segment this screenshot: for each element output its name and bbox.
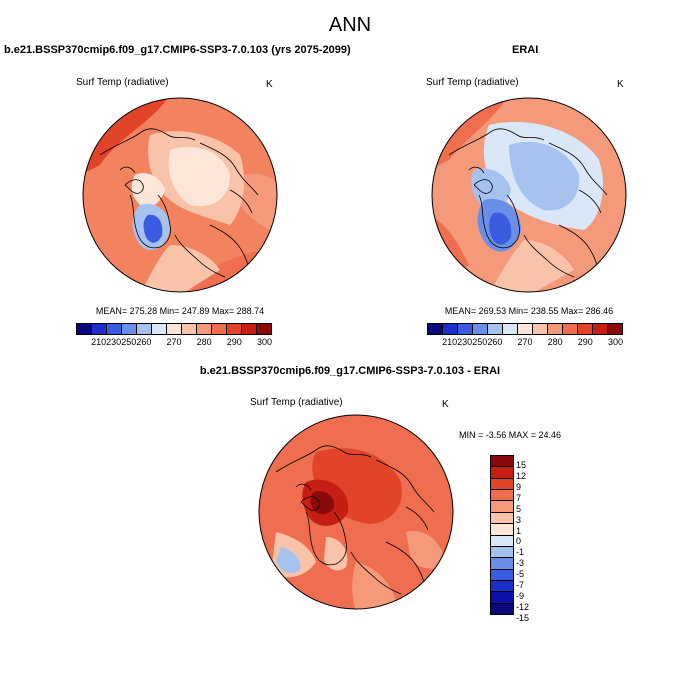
diff-colorbar-tick-label: -12: [516, 601, 530, 612]
model-panel-title: b.e21.BSSP370cmip6.f09_g17.CMIP6-SSP3-7.…: [4, 44, 351, 56]
obs-colorbar-labels: 210 230 250 260 270 280 290 300: [427, 337, 623, 349]
obs-colorbar-swatch: [578, 324, 593, 334]
obs-units-label: K: [617, 79, 624, 90]
model-colorbar-swatch: [227, 324, 242, 334]
model-colorbar-swatch: [107, 324, 122, 334]
figure-title: ANN: [328, 14, 372, 36]
obs-colorbar-swatch: [518, 324, 533, 334]
model-stats: MEAN= 275.28 Min= 247.89 Max= 288.74: [95, 306, 265, 316]
model-colorbar-labels: 210 230 250 260 270 280 290 300: [76, 337, 272, 349]
diff-colorbar-tick-label: 7: [516, 492, 522, 503]
model-variable-label: Surf Temp (radiative): [76, 77, 169, 88]
model-colorbar-swatch: [212, 324, 227, 334]
obs-colorbar-tick-label: 210: [442, 337, 458, 347]
obs-colorbar-tick-label: 300: [607, 337, 623, 347]
model-colorbar: [76, 323, 272, 335]
model-colorbar-tick-label: 260: [136, 337, 152, 347]
diff-colorbar-swatch: [491, 535, 513, 547]
diff-panel-title: b.e21.BSSP370cmip6.f09_g17.CMIP6-SSP3-7.…: [199, 365, 501, 377]
diff-units-label: K: [442, 399, 449, 410]
model-colorbar-swatch: [197, 324, 212, 334]
obs-polar-map: [431, 97, 627, 293]
diff-colorbar-swatch: [491, 524, 513, 536]
diff-colorbar-tick-label: 5: [516, 503, 522, 514]
model-colorbar-tick-label: 280: [196, 337, 212, 347]
model-colorbar-swatch: [167, 324, 182, 334]
obs-colorbar-swatch: [443, 324, 458, 334]
diff-colorbar-swatch: [491, 478, 513, 491]
diff-colorbar-swatch: [491, 512, 513, 525]
model-colorbar-tick-label: 290: [226, 337, 242, 347]
model-colorbar-tick-label: 270: [166, 337, 182, 347]
obs-colorbar-swatch: [608, 324, 622, 334]
obs-colorbar-swatch: [473, 324, 488, 334]
obs-colorbar-tick-label: 260: [487, 337, 503, 347]
obs-variable-label: Surf Temp (radiative): [426, 77, 519, 88]
model-colorbar-tick-label: 230: [106, 337, 122, 347]
obs-colorbar-swatch: [488, 324, 503, 334]
diff-colorbar-swatch: [491, 546, 513, 559]
model-polar-map: [82, 97, 278, 293]
diff-colorbar-tick-label: -7: [516, 580, 525, 591]
obs-colorbar-tick-label: 280: [547, 337, 563, 347]
obs-colorbar-swatch: [533, 324, 548, 334]
diff-colorbar-swatch: [491, 456, 513, 468]
model-colorbar-tick-label: 250: [121, 337, 137, 347]
diff-colorbar-swatch: [491, 467, 513, 479]
diff-colorbar-tick-label: 3: [516, 514, 522, 525]
model-colorbar-swatch: [257, 324, 271, 334]
diff-colorbar-tick-label: -3: [516, 558, 525, 569]
diff-colorbar-swatch: [491, 501, 513, 513]
obs-colorbar-swatch: [563, 324, 578, 334]
diff-colorbar-swatch: [491, 490, 513, 502]
diff-colorbar-tick-label: -5: [516, 569, 525, 580]
obs-colorbar-swatch: [593, 324, 608, 334]
obs-colorbar-swatch: [458, 324, 473, 334]
diff-colorbar-labels: 15 12 9 7 5 3 1 0 -1 -3 -5 -7 -9 -12 -15: [516, 455, 546, 623]
diff-colorbar-tick-label: -15: [516, 612, 530, 623]
obs-colorbar-swatch: [548, 324, 563, 334]
model-colorbar-swatch: [92, 324, 107, 334]
diff-stats: MIN = -3.56 MAX = 24.46: [459, 430, 562, 440]
model-colorbar-swatch: [242, 324, 257, 334]
model-colorbar-swatch: [122, 324, 137, 334]
diff-colorbar-tick-label: 15: [516, 460, 527, 471]
model-colorbar-swatch: [77, 324, 92, 334]
model-colorbar-swatch: [182, 324, 197, 334]
model-colorbar-swatch: [137, 324, 152, 334]
diff-colorbar-swatch: [491, 603, 513, 615]
diff-colorbar-tick-label: -9: [516, 590, 525, 601]
diff-colorbar-tick-label: 0: [516, 536, 522, 547]
obs-colorbar-tick-label: 270: [517, 337, 533, 347]
diff-colorbar-swatch: [491, 580, 513, 593]
diff-colorbar-tick-label: 12: [516, 471, 527, 482]
diff-colorbar-swatch: [491, 592, 513, 604]
obs-colorbar-swatch: [503, 324, 518, 334]
obs-colorbar-tick-label: 290: [577, 337, 593, 347]
diff-colorbar-tick-label: 9: [516, 481, 522, 492]
obs-panel-title: ERAI: [512, 44, 539, 56]
obs-colorbar-tick-label: 230: [457, 337, 473, 347]
diff-colorbar: [490, 455, 514, 615]
diff-colorbar-swatch: [491, 558, 513, 570]
diff-polar-map: [258, 414, 454, 610]
obs-colorbar-swatch: [428, 324, 443, 334]
model-units-label: K: [266, 79, 273, 90]
diff-colorbar-tick-label: 1: [516, 525, 522, 536]
model-colorbar-swatch: [152, 324, 167, 334]
obs-colorbar-tick-label: 250: [472, 337, 488, 347]
diff-colorbar-swatch: [491, 569, 513, 581]
diff-colorbar-tick-label: -1: [516, 547, 525, 558]
model-colorbar-tick-label: 210: [91, 337, 107, 347]
obs-stats: MEAN= 269.53 Min= 238.55 Max= 286.46: [444, 306, 614, 316]
obs-colorbar: [427, 323, 623, 335]
diff-variable-label: Surf Temp (radiative): [250, 397, 343, 408]
model-colorbar-tick-label: 300: [256, 337, 272, 347]
